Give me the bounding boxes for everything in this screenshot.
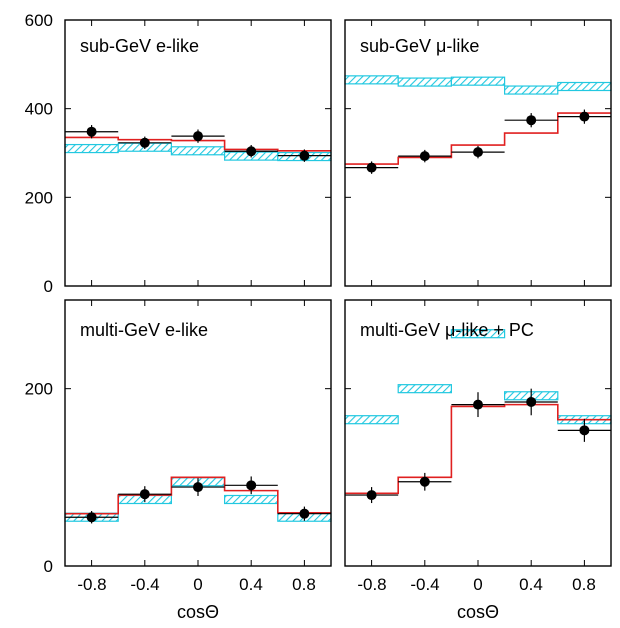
no-oscillation-box [397, 77, 453, 87]
panel-sub-gev-e-like: sub-GeV e-like 0 200 400 600 [25, 11, 332, 296]
sub-gev-mu-like-frame [344, 19, 612, 287]
x-tick-label: 0.8 [572, 575, 596, 594]
sub-gev-mu-like-plot [344, 19, 612, 287]
data-point [299, 508, 310, 519]
multi-gev-mu-like-pc-title: multi-GeV μ-like + PC [360, 320, 534, 340]
x-tick-label: 0.8 [292, 575, 316, 594]
data-point [473, 399, 483, 410]
no-oscillation-box [557, 81, 612, 92]
x-axis-title-right: cosΘ [457, 602, 499, 622]
y-tick-label: 0 [44, 557, 53, 576]
no-oscillation-box [450, 329, 506, 339]
y-tick-label: 200 [25, 380, 53, 399]
multi-gev-e-like-frame [64, 299, 332, 567]
x-ticks-left: -0.8 -0.4 0 0.4 0.8 [77, 575, 315, 594]
x-tick-label: -0.8 [357, 575, 386, 594]
multi-gev-e-like-plot [64, 300, 332, 567]
multi-gev-e-like-y-ticks: 0 200 [25, 380, 53, 576]
multi-gev-mu-like-pc-frame [344, 299, 612, 567]
y-tick-label: 400 [25, 100, 53, 119]
x-axis-title-left: cosΘ [177, 602, 219, 622]
no-oscillation-box [170, 146, 226, 156]
y-tick-label: 200 [25, 188, 53, 207]
data-point [246, 146, 257, 157]
panel-sub-gev-mu-like: sub-GeV μ-like [344, 19, 612, 287]
sub-gev-e-like-plot [64, 19, 332, 287]
data-point [86, 126, 97, 137]
no-oscillation-box [224, 494, 279, 505]
no-oscillation-box [450, 76, 506, 86]
x-tick-label: -0.4 [410, 575, 439, 594]
data-point [419, 151, 430, 162]
multi-gev-e-like-title: multi-GeV e-like [80, 320, 208, 340]
data-point [86, 512, 97, 523]
x-ticks-right: -0.8 -0.4 0 0.4 0.8 [357, 575, 595, 594]
panel-multi-gev-e-like: multi-GeV e-like 0 200 [25, 299, 332, 576]
x-tick-label: 0 [193, 575, 202, 594]
data-point [579, 111, 590, 122]
data-point [579, 425, 590, 436]
data-point [139, 489, 150, 500]
data-point [139, 137, 150, 148]
panel-multi-gev-mu-like-pc: multi-GeV μ-like + PC [344, 299, 612, 567]
no-oscillation-box [504, 85, 559, 95]
data-point [193, 131, 203, 142]
data-point [419, 476, 430, 487]
no-oscillation-box [397, 384, 453, 394]
data-point [366, 490, 377, 501]
sub-gev-mu-like-title: sub-GeV μ-like [360, 36, 479, 56]
y-tick-label: 600 [25, 11, 53, 30]
sub-gev-e-like-y-ticks: 0 200 400 600 [25, 11, 53, 296]
sub-gev-e-like-title: sub-GeV e-like [80, 36, 199, 56]
data-point [473, 147, 483, 158]
data-point [526, 115, 537, 126]
data-point [299, 150, 310, 161]
x-tick-label: -0.8 [77, 575, 106, 594]
sub-gev-e-like-frame [64, 19, 332, 287]
x-tick-label: 0.4 [519, 575, 543, 594]
data-point [526, 396, 537, 407]
x-tick-label: 0.4 [239, 575, 263, 594]
no-oscillation-box [64, 143, 119, 154]
data-point [193, 482, 203, 493]
mc-oscillation-line [345, 112, 611, 165]
mc-oscillation-line [65, 476, 331, 515]
no-oscillation-box [344, 75, 399, 85]
x-tick-label: -0.4 [130, 575, 159, 594]
data-point [366, 162, 377, 173]
y-tick-label: 0 [44, 277, 53, 296]
x-tick-label: 0 [473, 575, 482, 594]
no-oscillation-box [344, 415, 399, 425]
data-point [246, 480, 257, 491]
